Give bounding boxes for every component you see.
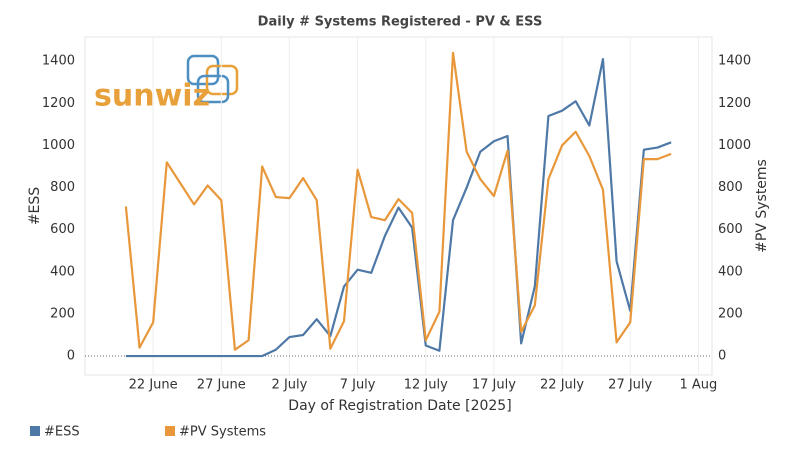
y-tick-label: 200 [50,306,75,321]
y-tick-label: 600 [50,222,75,237]
data-line [125,58,672,358]
y-tick-label: 1000 [42,138,75,153]
y-tick-label: 400 [50,264,75,279]
y2-tick-label: 800 [718,180,743,195]
x-tick-label: 1 Aug [679,378,717,393]
legend-label: #ESS [44,425,80,440]
y-tick-label: 1200 [42,96,75,111]
logo-icon [186,54,239,104]
x-tick-label: 22 July [540,378,584,393]
data-line [124,51,672,351]
y2-tick-label: 0 [718,349,726,364]
y-tick-label: 0 [67,349,75,364]
legend-swatch [30,426,40,436]
legend-swatch [165,426,175,436]
y2-tick-label: 1000 [718,138,751,153]
y-axis-title: #ESS [27,187,43,225]
x-tick-label: 17 July [472,378,516,393]
x-tick-label: 7 July [340,378,376,393]
x-tick-label: 27 July [608,378,652,393]
logo-text: sunwiz [94,79,210,114]
y2-tick-label: 200 [718,306,743,321]
y2-axis-title: #PV Systems [754,159,770,253]
x-axis-title: Day of Registration Date [2025] [288,398,511,414]
x-tick-label: 27 June [197,378,246,393]
chart-title: Daily # Systems Registered - PV & ESS [258,15,543,30]
legend-label: #PV Systems [179,425,266,440]
y2-tick-label: 1400 [718,54,751,69]
x-tick-label: 12 July [404,378,448,393]
y-tick-label: 1400 [42,54,75,69]
y2-tick-label: 600 [718,222,743,237]
y2-tick-label: 400 [718,264,743,279]
x-tick-label: 2 July [272,378,308,393]
y-tick-label: 800 [50,180,75,195]
plot-frame [84,36,713,376]
x-tick-label: 22 June [129,378,178,393]
y2-tick-label: 1200 [718,96,751,111]
